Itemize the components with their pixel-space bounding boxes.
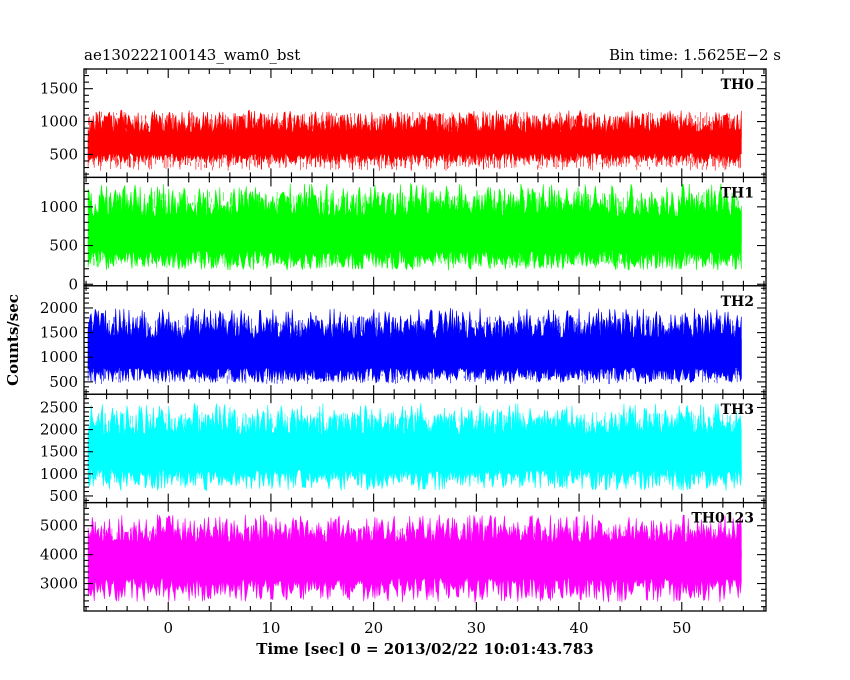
y-tick-label-th0123: 4000 bbox=[40, 546, 78, 564]
series-clip-th1 bbox=[87, 182, 742, 271]
x-tick-label: 50 bbox=[672, 619, 691, 637]
y-tick-label-th0: 1500 bbox=[40, 80, 78, 98]
series-clip-th0123 bbox=[87, 514, 742, 603]
chart-title-left: ae130222100143_wam0_bst bbox=[84, 46, 300, 64]
x-tick-label: 40 bbox=[570, 619, 589, 637]
y-tick-label-th3: 1500 bbox=[40, 443, 78, 461]
series-clip-th2 bbox=[87, 307, 742, 385]
x-tick-label: 10 bbox=[261, 619, 280, 637]
y-tick-label-th2: 1000 bbox=[40, 348, 78, 366]
series-clip-th3 bbox=[87, 403, 742, 492]
series-texture-th0123 bbox=[87, 525, 742, 584]
band-label-th1: TH1 bbox=[721, 185, 754, 201]
y-tick-label-th3: 1000 bbox=[40, 465, 78, 483]
y-tick-label-th0: 1000 bbox=[40, 113, 78, 131]
series-clip-th0 bbox=[87, 109, 742, 171]
y-tick-label-th2: 500 bbox=[49, 373, 78, 391]
x-tick-label: 20 bbox=[364, 619, 383, 637]
series-band-th0123 bbox=[87, 514, 742, 603]
chart-title-right: Bin time: 1.5625E−2 s bbox=[609, 46, 781, 64]
x-tick-label: 30 bbox=[467, 619, 486, 637]
series-texture-th3 bbox=[87, 412, 742, 483]
band-label-th2: TH2 bbox=[721, 294, 754, 310]
y-tick-label-th0: 500 bbox=[49, 145, 78, 163]
y-axis-label: Counts/sec bbox=[4, 294, 22, 386]
y-tick-label-th2: 1500 bbox=[40, 324, 78, 342]
y-tick-label-th3: 500 bbox=[49, 487, 78, 505]
y-tick-label-th2: 2000 bbox=[40, 299, 78, 317]
y-tick-label-th3: 2500 bbox=[40, 398, 78, 416]
y-tick-label-th1: 500 bbox=[49, 237, 78, 255]
band-label-th0123: TH0123 bbox=[691, 511, 754, 527]
y-tick-label-th1: 1000 bbox=[40, 198, 78, 216]
series-texture-th1 bbox=[87, 191, 742, 269]
x-tick-label: 0 bbox=[163, 619, 173, 637]
band-label-th3: TH3 bbox=[721, 402, 754, 418]
panel-frame-th0123 bbox=[83, 501, 767, 612]
series-texture-th0 bbox=[87, 111, 742, 171]
y-tick-label-th0123: 5000 bbox=[40, 517, 78, 535]
y-tick-label-th0123: 3000 bbox=[40, 575, 78, 593]
band-label-th0: TH0 bbox=[721, 77, 755, 93]
series-texture-th2 bbox=[87, 315, 742, 385]
y-tick-label-th3: 2000 bbox=[40, 421, 78, 439]
x-axis-label: Time [sec] 0 = 2013/02/22 10:01:43.783 bbox=[256, 640, 593, 658]
y-tick-label-th1: 0 bbox=[68, 275, 78, 293]
